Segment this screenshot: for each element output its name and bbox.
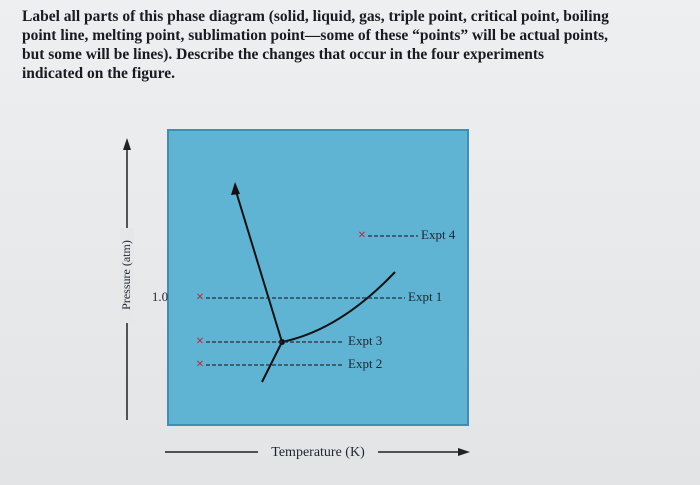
y-axis-label: Pressure (atm) xyxy=(119,240,133,310)
diagram-panel xyxy=(167,129,469,426)
x-axis-label: Temperature (K) xyxy=(271,445,365,460)
boiling-curve xyxy=(281,271,396,343)
question-line: point line, melting point, sublimation p… xyxy=(22,27,609,44)
question-line: indicated on the figure. xyxy=(22,65,175,82)
y-axis-arrow xyxy=(123,138,131,150)
question-line: but some will be lines). Describe the ch… xyxy=(22,46,545,63)
experiment-label: Expt 3 xyxy=(348,333,382,348)
x-axis-arrow xyxy=(458,448,470,456)
melting-curve xyxy=(234,187,283,343)
question-line: Label all parts of this phase diagram (s… xyxy=(22,8,609,25)
label-bg xyxy=(120,228,134,323)
start-marker: × xyxy=(196,290,204,305)
start-marker: × xyxy=(196,357,204,372)
sublimation-curve xyxy=(261,341,283,383)
start-marker: × xyxy=(196,334,204,349)
experiment-label: Expt 2 xyxy=(348,356,382,371)
y-tick-label: 1.0 xyxy=(152,289,168,304)
curve-arrow xyxy=(231,182,240,195)
experiment-label: Expt 4 xyxy=(421,227,456,242)
start-marker: × xyxy=(358,228,366,243)
experiment-label: Expt 1 xyxy=(408,289,442,304)
